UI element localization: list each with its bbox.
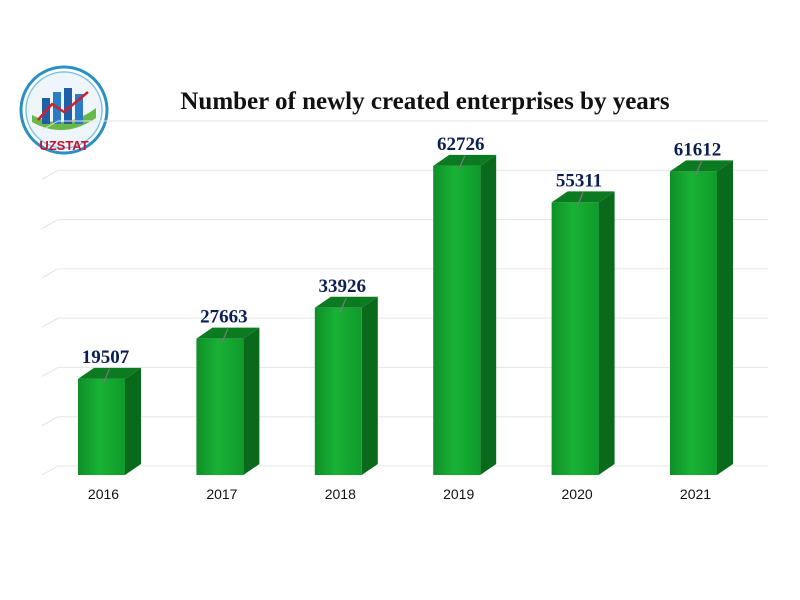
gridline-depth (41, 120, 59, 131)
value-label: 62726 (437, 134, 485, 155)
bar-top (314, 296, 378, 308)
gridline-depth (41, 465, 59, 476)
gridline-depth (41, 219, 59, 230)
x-axis-ticks: 2016 2017 2018 2019 2020 2021 (88, 486, 711, 502)
value-leader-line (576, 192, 584, 207)
bar-side (125, 367, 141, 475)
bar-2019 (433, 154, 497, 475)
value-leader-line (694, 161, 703, 176)
chart-title: Number of newly created enterprises by y… (180, 88, 670, 115)
value-label: 27663 (200, 307, 248, 328)
value-leader-line (339, 297, 347, 313)
bar-2020 (551, 191, 615, 475)
bar-front (433, 165, 481, 475)
bar-front (196, 338, 244, 475)
value-leader-line (221, 328, 229, 343)
bar-side (361, 296, 378, 475)
gridline-depth (41, 268, 59, 279)
x-tick-label: 2020 (562, 486, 593, 502)
bar-side (480, 154, 497, 475)
bar-side (717, 160, 733, 475)
gridline-depth (41, 416, 59, 427)
value-label: 19507 (82, 347, 130, 368)
gridlines (41, 120, 768, 476)
x-tick-label: 2019 (443, 486, 474, 502)
value-label: 61612 (674, 139, 722, 160)
bar-front (551, 202, 599, 475)
gridline-depth (41, 366, 59, 377)
x-tick-label: 2017 (206, 486, 237, 502)
bar-top (78, 367, 141, 379)
bar-front (78, 378, 125, 475)
value-label: 33926 (319, 276, 367, 297)
gridline-depth (41, 317, 59, 328)
value-leader-line (102, 368, 111, 384)
logo-text: UZSTAT (39, 138, 88, 153)
value-leader-line (458, 155, 466, 171)
bar-2018 (314, 296, 378, 475)
bar-2021 (670, 160, 733, 475)
value-labels: 19507 27663 33926 62726 55311 61612 (82, 134, 722, 384)
bar-2017 (196, 327, 260, 475)
uzstat-logo: UZSTAT (19, 65, 109, 155)
bar-front (670, 171, 717, 475)
bar-top (433, 154, 497, 166)
value-label: 55311 (556, 170, 602, 191)
x-tick-label: 2021 (680, 486, 711, 502)
bar-2016 (78, 367, 141, 475)
bars (78, 154, 733, 475)
bar-top (196, 327, 260, 339)
gridline-depth (41, 169, 59, 180)
bar-side (598, 191, 615, 475)
bar-top (551, 191, 615, 203)
bar-front (314, 307, 362, 475)
bar-side (243, 327, 260, 475)
x-tick-label: 2018 (325, 486, 356, 502)
x-tick-label: 2016 (88, 486, 119, 502)
bar-top (670, 160, 733, 172)
